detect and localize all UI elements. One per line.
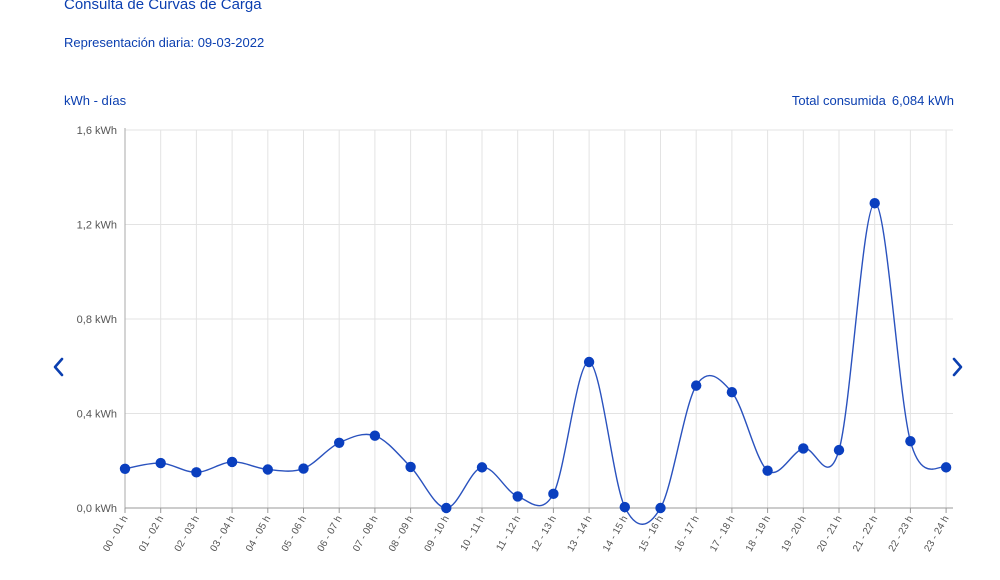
data-point[interactable]	[476, 462, 488, 473]
data-point[interactable]	[262, 464, 273, 475]
data-point[interactable]	[726, 387, 738, 398]
x-tick-label: 11 - 12 h	[494, 514, 523, 553]
total-value: 6,084 kWh	[891, 93, 954, 108]
data-point[interactable]	[226, 456, 238, 468]
x-tick-label: 07 - 08 h	[351, 514, 380, 554]
total-label: Total consumida	[791, 93, 886, 108]
x-tick-label: 14 - 15 h	[601, 514, 630, 554]
data-point[interactable]	[155, 457, 166, 469]
x-tick-label: 23 - 24 h	[922, 514, 951, 554]
x-tick-label: 02 - 03 h	[173, 514, 202, 554]
series-line	[124, 202, 947, 525]
data-point[interactable]	[405, 461, 416, 473]
x-tick-label: 04 - 05 h	[244, 514, 273, 554]
data-point[interactable]	[833, 444, 845, 456]
data-point[interactable]	[798, 443, 809, 454]
y-tick-label: 1,6 kWh	[77, 125, 117, 137]
y-tick-label: 1,2 kWh	[77, 220, 117, 232]
y-tick-label: 0,4 kWh	[77, 409, 117, 421]
data-point[interactable]	[441, 502, 452, 514]
x-tick-label: 03 - 04 h	[208, 514, 237, 554]
chevron-right-icon[interactable]	[947, 355, 967, 379]
x-tick-label: 08 - 09 h	[387, 514, 416, 554]
data-point[interactable]	[691, 380, 702, 391]
x-tick-label: 17 - 18 h	[708, 514, 737, 554]
x-tick-label: 05 - 06 h	[280, 514, 309, 554]
x-tick-label: 20 - 21 h	[815, 514, 844, 554]
x-tick-label: 19 - 20 h	[780, 514, 809, 554]
data-point[interactable]	[905, 435, 916, 447]
unit-label: kWh - días	[64, 93, 127, 108]
x-tick-label: 16 - 17 h	[673, 514, 702, 554]
page-title: Consulta de Curvas de Carga	[64, 0, 262, 13]
date-subtitle: Representación diaria: 09-03-2022	[64, 35, 265, 50]
x-tick-label: 18 - 19 h	[744, 514, 773, 554]
data-point[interactable]	[869, 198, 880, 209]
total-consumption: Total consumida 6,084 kWh	[786, 93, 954, 108]
x-tick-label: 00 - 01 h	[101, 514, 130, 554]
y-tick-label: 0,8 kWh	[77, 314, 117, 326]
x-tick-label: 10 - 11 h	[459, 514, 488, 553]
chevron-left-icon[interactable]	[49, 355, 69, 379]
x-tick-label: 21 - 22 h	[851, 514, 880, 554]
data-point[interactable]	[191, 467, 202, 478]
data-point[interactable]	[298, 463, 309, 474]
data-point[interactable]	[655, 502, 666, 514]
x-tick-label: 01 - 02 h	[137, 514, 166, 554]
x-tick-label: 09 - 10 h	[423, 514, 452, 554]
data-point[interactable]	[940, 462, 952, 473]
x-tick-label: 13 - 14 h	[565, 514, 594, 554]
x-tick-label: 22 - 23 h	[887, 514, 916, 554]
data-point[interactable]	[548, 488, 559, 500]
data-point[interactable]	[583, 356, 595, 368]
data-point[interactable]	[119, 463, 131, 474]
data-point[interactable]	[334, 437, 345, 448]
x-tick-label: 12 - 13 h	[530, 514, 559, 554]
x-tick-label: 06 - 07 h	[316, 514, 345, 554]
data-point[interactable]	[512, 491, 523, 502]
data-point[interactable]	[619, 501, 630, 513]
data-point[interactable]	[369, 430, 381, 441]
data-point[interactable]	[762, 465, 773, 476]
y-tick-label: 0,0 kWh	[77, 503, 117, 515]
